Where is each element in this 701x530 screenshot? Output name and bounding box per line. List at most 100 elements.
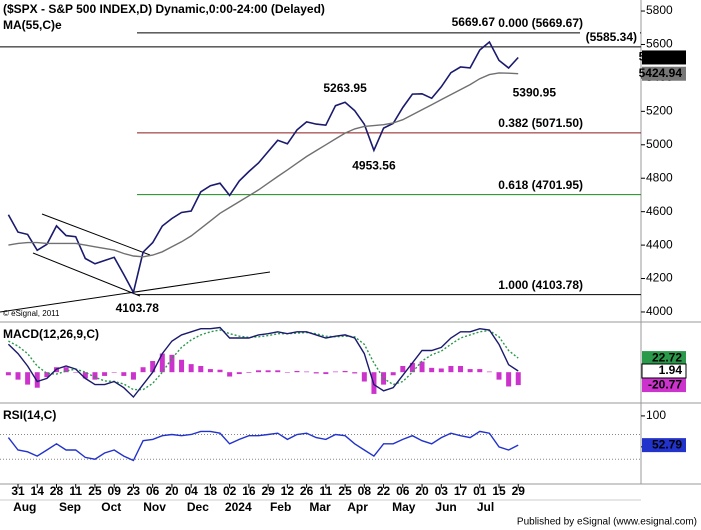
chart-title: ($SPX - S&P 500 INDEX,D) Dynamic,0:00-24… bbox=[3, 2, 325, 16]
histogram-bar bbox=[140, 367, 146, 373]
value-box bbox=[642, 438, 686, 453]
x-tick-label: 14 bbox=[31, 484, 45, 498]
annotation: 4953.56 bbox=[352, 159, 396, 173]
annotation: 4103.78 bbox=[116, 301, 160, 315]
histogram-bar bbox=[477, 369, 483, 373]
histogram-bar bbox=[5, 372, 11, 376]
histogram-bar bbox=[207, 369, 213, 373]
month-label: 2024 bbox=[225, 500, 252, 514]
histogram-bar bbox=[44, 372, 50, 378]
value-box bbox=[642, 378, 686, 393]
histogram-bar bbox=[179, 359, 185, 373]
x-tick-label: 15 bbox=[492, 484, 506, 498]
publisher: Published by eSignal (www.esignal.com) bbox=[517, 517, 697, 528]
value-box-label: -20.77 bbox=[648, 377, 682, 391]
histogram-bar bbox=[73, 372, 79, 373]
histogram-bar bbox=[323, 372, 329, 375]
y-tick-label: 4000 bbox=[646, 304, 673, 318]
value-box-label: 22.72 bbox=[652, 350, 682, 364]
x-tick-label: 02 bbox=[223, 484, 237, 498]
value-box bbox=[641, 363, 687, 379]
annotation: 5669.67 bbox=[452, 15, 496, 29]
x-tick-label: 20 bbox=[415, 484, 429, 498]
histogram-bar bbox=[486, 371, 492, 373]
month-label: May bbox=[392, 500, 416, 514]
series-line bbox=[8, 329, 519, 391]
histogram-bar bbox=[92, 372, 98, 380]
histogram-bar bbox=[198, 365, 204, 373]
y-tick-label: 4800 bbox=[646, 170, 673, 184]
histogram-bar bbox=[63, 367, 69, 373]
channel-line bbox=[32, 252, 141, 297]
histogram-bar bbox=[236, 372, 242, 375]
histogram-bar bbox=[313, 372, 319, 374]
x-tick-label: 08 bbox=[358, 484, 372, 498]
x-tick-label: 20 bbox=[165, 484, 179, 498]
x-tick-label: 12 bbox=[281, 484, 295, 498]
x-tick-label: 29 bbox=[512, 484, 526, 498]
x-tick-label: 26 bbox=[300, 484, 314, 498]
value-box-label: 1.94 bbox=[659, 363, 683, 377]
value-box-label: 5424.94 bbox=[639, 66, 683, 80]
y-tick-label: 5800 bbox=[646, 3, 673, 17]
series-line bbox=[7, 430, 519, 462]
histogram-bar bbox=[390, 372, 396, 376]
x-tick-label: 11 bbox=[69, 484, 82, 498]
value-box-label: 5522.30 bbox=[639, 50, 683, 64]
histogram-bar bbox=[342, 370, 348, 373]
level-label: (5585.34) bbox=[586, 30, 637, 44]
histogram-bar bbox=[467, 369, 473, 373]
month-label: Oct bbox=[101, 500, 121, 514]
histogram-bar bbox=[169, 354, 175, 373]
y-tick-label: 5200 bbox=[646, 104, 673, 118]
x-tick-label: 31 bbox=[11, 484, 25, 498]
month-label: Jun bbox=[435, 500, 456, 514]
x-tick-label: 11 bbox=[320, 484, 333, 498]
histogram-bar bbox=[352, 372, 358, 374]
panel-title: RSI(14,C) bbox=[3, 408, 56, 422]
histogram-bar bbox=[515, 372, 521, 386]
value-box bbox=[642, 351, 686, 366]
histogram-bar bbox=[246, 372, 252, 373]
ma-label: MA(55,C)e bbox=[3, 18, 62, 32]
level-box bbox=[580, 29, 640, 45]
histogram-bar bbox=[121, 372, 127, 376]
panel-title: MACD(12,26,9,C) bbox=[3, 327, 99, 341]
channel-line bbox=[41, 213, 151, 256]
month-label: Jul bbox=[477, 500, 494, 514]
x-tick-label: 06 bbox=[396, 484, 410, 498]
value-box bbox=[642, 66, 686, 81]
histogram-bar bbox=[265, 370, 271, 373]
month-label: Dec bbox=[187, 500, 209, 514]
y-tick-label: 4200 bbox=[646, 271, 673, 285]
histogram-bar bbox=[102, 372, 108, 376]
histogram-bar bbox=[400, 365, 406, 373]
x-tick-label: 06 bbox=[146, 484, 160, 498]
x-tick-label: 23 bbox=[127, 484, 141, 498]
x-tick-label: 22 bbox=[377, 484, 391, 498]
x-tick-label: 18 bbox=[204, 484, 218, 498]
histogram-bar bbox=[34, 372, 40, 388]
histogram-bar bbox=[15, 372, 21, 380]
histogram-bar bbox=[429, 367, 435, 373]
histogram-bar bbox=[25, 372, 31, 385]
month-label: Feb bbox=[270, 500, 291, 514]
fib-label: 1.000 (4103.78) bbox=[498, 278, 583, 292]
y-tick-label: 4400 bbox=[646, 237, 673, 251]
histogram-bar bbox=[111, 372, 117, 373]
fib-label: 0.382 (5071.50) bbox=[498, 116, 583, 130]
month-label: Aug bbox=[13, 500, 36, 514]
histogram-bar bbox=[448, 365, 454, 373]
series-line bbox=[7, 326, 519, 399]
month-label: Apr bbox=[347, 500, 368, 514]
histogram-bar bbox=[227, 372, 233, 377]
x-tick-label: 25 bbox=[338, 484, 352, 498]
series-line bbox=[7, 40, 519, 295]
fib-label: 0.618 (4701.95) bbox=[498, 178, 583, 192]
x-tick-label: 04 bbox=[184, 484, 198, 498]
histogram-bar bbox=[284, 372, 290, 373]
x-tick-label: 25 bbox=[88, 484, 102, 498]
histogram-bar bbox=[256, 370, 262, 373]
